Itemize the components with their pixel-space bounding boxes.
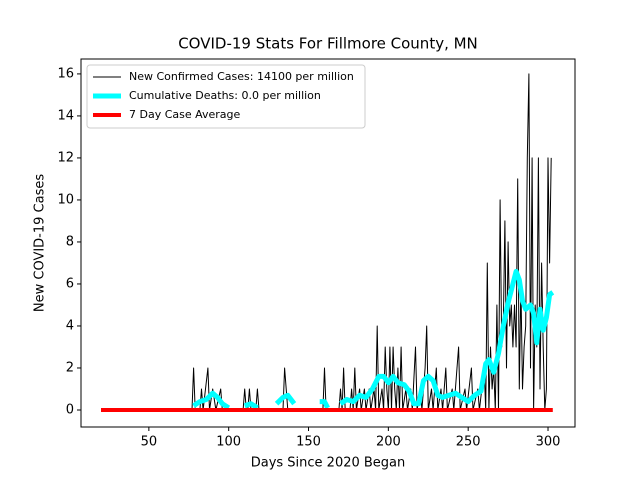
x-tick-label: 250 xyxy=(456,435,481,450)
x-tick-label: 100 xyxy=(216,435,241,450)
y-tick-label: 8 xyxy=(66,234,74,249)
y-tick-label: 4 xyxy=(66,318,74,333)
x-axis-label: Days Since 2020 Began xyxy=(251,456,406,471)
legend-label: 7 Day Case Average xyxy=(129,108,241,121)
y-tick-label: 2 xyxy=(66,360,74,375)
y-axis-label: New COVID-19 Cases xyxy=(33,174,48,312)
legend-box xyxy=(86,64,366,129)
data-line xyxy=(101,73,552,411)
y-tick-label: 14 xyxy=(57,108,74,123)
x-tick-label: 300 xyxy=(536,435,561,450)
y-tick-label: 12 xyxy=(57,150,74,165)
legend-label: New Confirmed Cases: 14100 per million xyxy=(129,70,354,83)
chart-title: COVID-19 Stats For Fillmore County, MN xyxy=(178,35,478,53)
x-tick-label: 200 xyxy=(376,435,401,450)
y-tick-label: 0 xyxy=(66,402,74,417)
x-tick-label: 150 xyxy=(296,435,321,450)
y-tick-label: 16 xyxy=(57,66,74,81)
x-tick-label: 50 xyxy=(141,435,158,450)
data-line xyxy=(192,268,555,410)
plot-frame xyxy=(80,58,576,428)
y-tick-label: 10 xyxy=(57,192,74,207)
legend-label: Cumulative Deaths: 0.0 per million xyxy=(129,89,321,102)
y-tick-label: 6 xyxy=(66,276,74,291)
